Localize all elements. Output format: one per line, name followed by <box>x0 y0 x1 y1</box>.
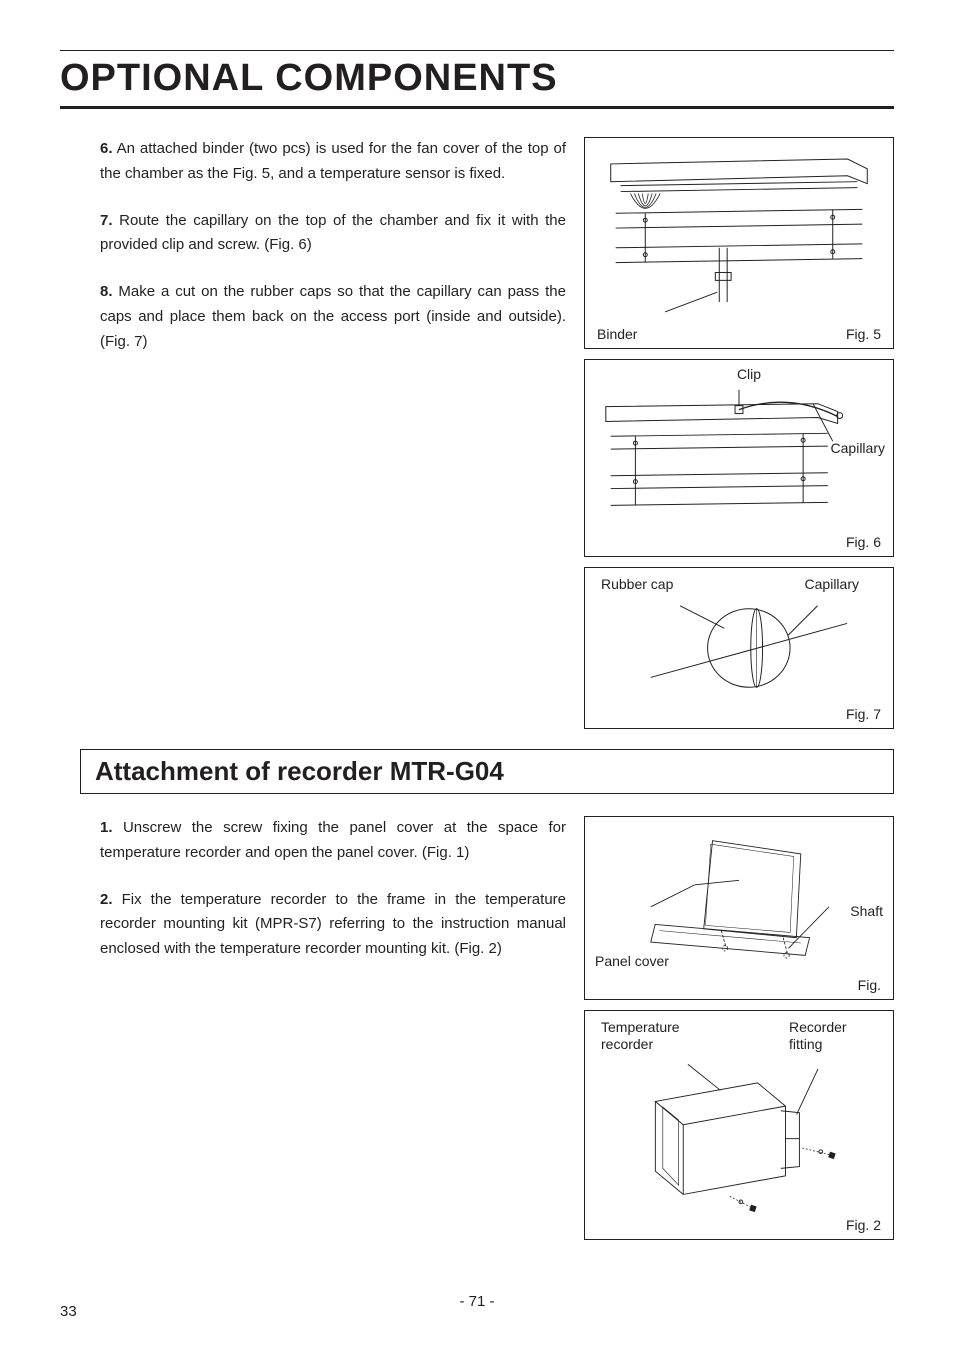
figure-7-svg <box>591 594 887 702</box>
section-2: 1. Unscrew the screw fixing the panel co… <box>60 816 894 1240</box>
step-num: 7. <box>100 212 113 229</box>
section-2-heading: Attachment of recorder MTR-G04 <box>95 756 879 787</box>
fig7-caption-row: Fig. 7 <box>591 702 887 722</box>
figure-5-svg <box>591 144 887 322</box>
label-clip-row: Clip <box>591 366 887 382</box>
fig1-caption-row: Fig. <box>591 973 887 993</box>
figure-6: Clip <box>584 359 894 557</box>
label-temp-recorder: Temperature recorder <box>601 1019 701 1053</box>
figure-7: Rubber cap Capillary Fig. 7 <box>584 567 894 729</box>
fig6-caption-row: Fig. 6 <box>591 530 887 550</box>
label-rubber: Rubber cap <box>601 576 673 592</box>
label-capillary-6: Capillary <box>831 440 885 456</box>
figure-2: Temperature recorder Recorder fitting <box>584 1010 894 1240</box>
label-capillary-7: Capillary <box>805 576 859 592</box>
step-num: 8. <box>100 283 113 300</box>
fig6-caption: Fig. 6 <box>846 534 881 550</box>
fig2-caption: Fig. 2 <box>846 1217 881 1233</box>
step-num: 2. <box>100 891 113 908</box>
fig5-caption-row: Binder Fig. 5 <box>591 322 887 342</box>
label-panel: Panel cover <box>595 953 669 969</box>
section-2-figures: Shaft Panel cover Fig. Temperature recor… <box>584 816 894 1240</box>
label-clip: Clip <box>737 366 761 382</box>
figure-1-svg <box>591 823 887 973</box>
fig7-caption: Fig. 7 <box>846 706 881 722</box>
section-2-text: 1. Unscrew the screw fixing the panel co… <box>60 816 566 1240</box>
step-text: An attached binder (two pcs) is used for… <box>100 140 566 182</box>
rule-top <box>60 50 894 51</box>
section-1-text: 6. An attached binder (two pcs) is used … <box>60 137 566 729</box>
fig5-caption: Fig. 5 <box>846 326 881 342</box>
label-binder: Binder <box>597 326 637 342</box>
section-2-heading-box: Attachment of recorder MTR-G04 <box>80 749 894 794</box>
label-shaft: Shaft <box>850 903 883 919</box>
figure-1: Shaft Panel cover Fig. <box>584 816 894 1000</box>
figure-6-svg <box>591 382 887 530</box>
step-num: 6. <box>100 140 113 157</box>
page-title: OPTIONAL COMPONENTS <box>60 55 894 106</box>
section-1: 6. An attached binder (two pcs) is used … <box>60 137 894 729</box>
step-text: Route the capillary on the top of the ch… <box>100 212 566 254</box>
step-text: Unscrew the screw fixing the panel cover… <box>100 819 566 861</box>
fig2-caption-row: Fig. 2 <box>591 1213 887 1233</box>
section-1-figures: Binder Fig. 5 Clip <box>584 137 894 729</box>
step-text: Fix the temperature recorder to the fram… <box>100 891 566 958</box>
step-1: 1. Unscrew the screw fixing the panel co… <box>100 816 566 866</box>
fig2-top-labels: Temperature recorder Recorder fitting <box>591 1017 887 1055</box>
page-number-center: - 71 - <box>0 1293 954 1310</box>
figure-2-svg <box>591 1055 887 1213</box>
fig1-caption: Fig. <box>858 977 881 993</box>
step-2: 2. Fix the temperature recorder to the f… <box>100 888 566 962</box>
rule-bottom <box>60 106 894 109</box>
figure-5: Binder Fig. 5 <box>584 137 894 349</box>
step-7: 7. Route the capillary on the top of the… <box>100 209 566 259</box>
step-6: 6. An attached binder (two pcs) is used … <box>100 137 566 187</box>
step-8: 8. Make a cut on the rubber caps so that… <box>100 280 566 354</box>
step-num: 1. <box>100 819 113 836</box>
page-number-left: 33 <box>60 1303 77 1320</box>
fig7-top-labels: Rubber cap Capillary <box>591 574 887 594</box>
label-recorder-fitting: Recorder fitting <box>789 1019 869 1053</box>
step-text: Make a cut on the rubber caps so that th… <box>100 283 566 350</box>
